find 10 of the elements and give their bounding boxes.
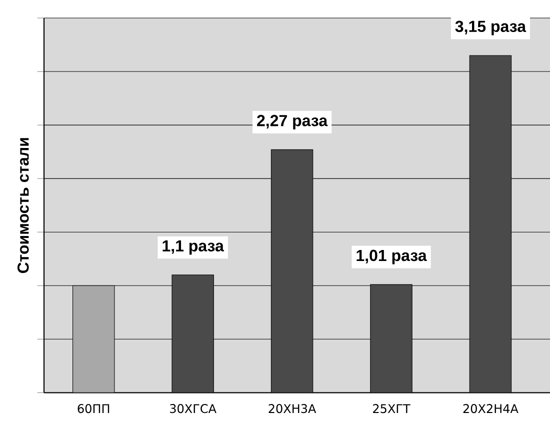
x-tick-label: 25ХГТ — [373, 404, 410, 414]
data-label: 1,1 раза — [162, 240, 224, 255]
data-label: 3,15 раза — [455, 20, 526, 36]
x-tick-label: 30ХГСА — [170, 404, 216, 414]
x-tick-label: 20Х2Н4А — [463, 404, 518, 414]
data-label: 2,27 раза — [257, 114, 328, 130]
data-label: 1,01 раза — [356, 250, 427, 264]
x-tick-label: 60ПП — [78, 404, 110, 414]
y-axis-title: Стоимость стали — [17, 138, 29, 273]
x-tick-label: 20ХН3А — [268, 404, 316, 414]
